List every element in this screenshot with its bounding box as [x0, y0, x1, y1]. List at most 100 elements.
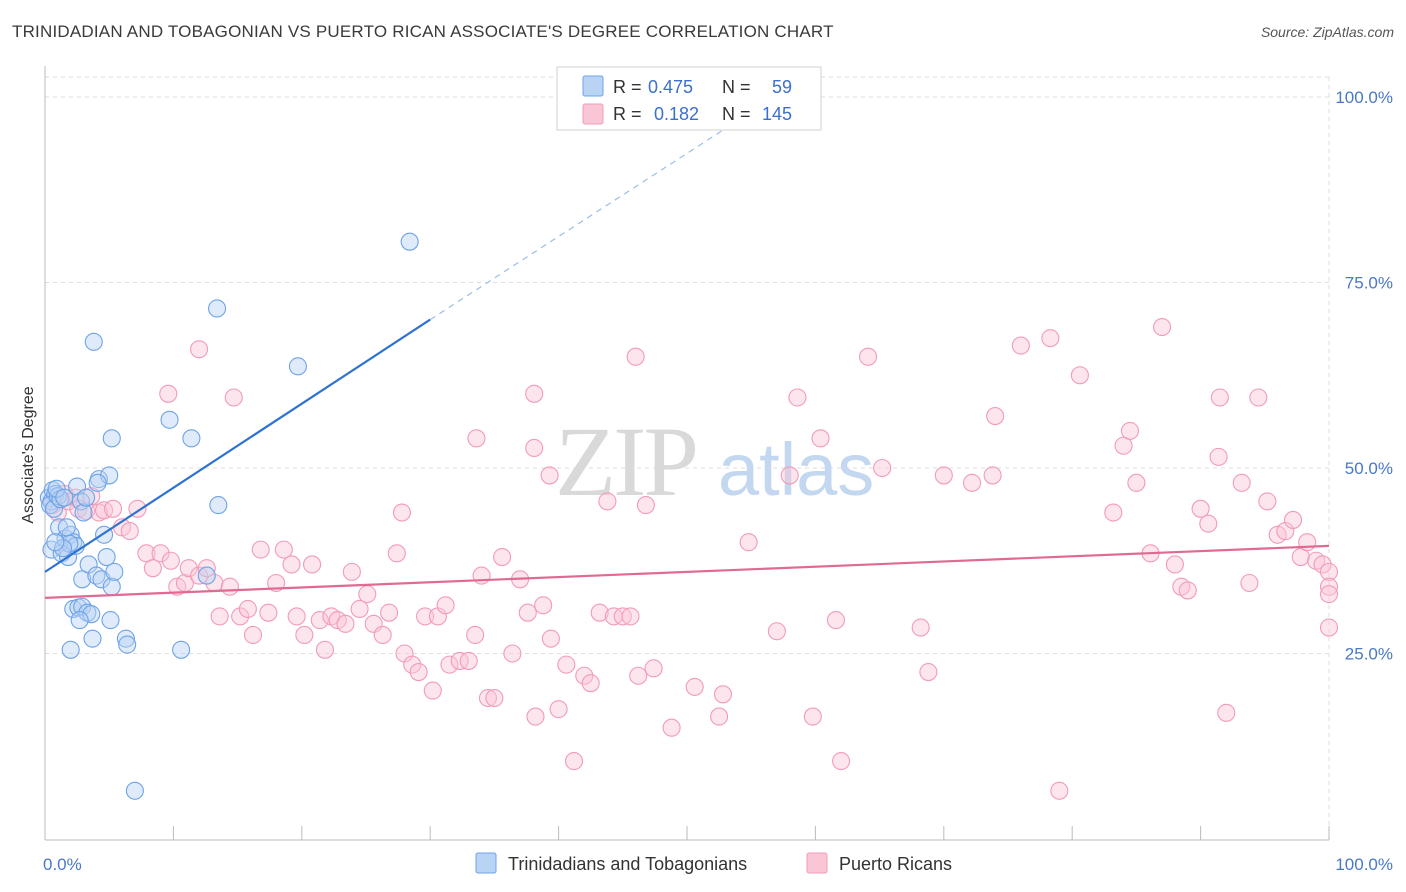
- point-trinidadians: [97, 547, 116, 567]
- source-label: Source: ZipAtlas.com: [1260, 24, 1394, 40]
- point-puerto-ricans: [1104, 503, 1123, 522]
- point-puerto-ricans: [662, 718, 681, 737]
- point-puerto-ricans: [590, 603, 609, 622]
- point-puerto-ricans: [392, 503, 412, 522]
- point-puerto-ricans: [739, 533, 758, 552]
- y-tick-label: 75.0%: [1345, 274, 1393, 293]
- point-puerto-ricans: [858, 347, 878, 366]
- point-puerto-ricans: [983, 466, 1002, 485]
- trend-line-trinidadians: [44, 318, 431, 573]
- point-puerto-ricans: [526, 707, 545, 726]
- point-puerto-ricans: [210, 607, 229, 626]
- point-puerto-ricans: [503, 644, 522, 663]
- point-trinidadians: [101, 611, 120, 630]
- point-puerto-ricans: [919, 662, 938, 682]
- point-puerto-ricans: [613, 607, 632, 626]
- point-puerto-ricans: [380, 603, 399, 622]
- point-puerto-ricans: [373, 625, 392, 645]
- legend-swatch-pink: [582, 103, 604, 125]
- point-puerto-ricans: [295, 625, 314, 645]
- point-puerto-ricans: [243, 625, 263, 645]
- legend-n-label-2: N =: [722, 104, 751, 124]
- trend-line-trinidadians-extension: [429, 111, 752, 321]
- point-trinidadians: [208, 299, 227, 318]
- trend-lines: [44, 111, 1330, 599]
- point-puerto-ricans: [629, 666, 648, 685]
- point-trinidadians: [105, 562, 124, 581]
- point-puerto-ricans: [423, 681, 442, 700]
- point-puerto-ricans: [478, 688, 498, 708]
- legend-n-value-1: 59: [772, 77, 792, 97]
- series-legend: Trinidadians and Tobagonians Puerto Rica…: [475, 852, 952, 874]
- point-puerto-ricans: [190, 340, 209, 359]
- point-puerto-ricans: [342, 562, 361, 581]
- point-puerto-ricans: [231, 607, 250, 626]
- point-trinidadians: [61, 640, 80, 659]
- y-tick-label: 25.0%: [1345, 645, 1393, 664]
- point-puerto-ricans: [986, 407, 1005, 426]
- legend-r-value-2: 0.182: [654, 104, 699, 124]
- point-trinidadians: [125, 781, 144, 800]
- point-trinidadians: [172, 640, 191, 659]
- point-puerto-ricans: [621, 607, 640, 626]
- point-puerto-ricans: [626, 347, 645, 366]
- point-puerto-ricans: [310, 611, 329, 630]
- x-tick-label-min: 0.0%: [43, 855, 82, 874]
- point-puerto-ricans: [259, 603, 278, 622]
- point-puerto-ricans: [409, 662, 428, 682]
- point-puerto-ricans: [436, 596, 455, 615]
- point-puerto-ricans: [440, 655, 459, 674]
- point-puerto-ricans: [713, 685, 733, 704]
- point-trinidadians: [118, 635, 137, 654]
- point-puerto-ricans: [467, 429, 486, 448]
- trend-line-puerto-ricans: [44, 544, 1330, 599]
- point-puerto-ricans: [911, 618, 930, 637]
- point-puerto-ricans: [1258, 492, 1277, 511]
- point-puerto-ricans: [151, 544, 170, 563]
- point-puerto-ricans: [197, 559, 216, 578]
- correlation-legend: R = 0.475 N = 59 R = 0.182 N = 145: [556, 66, 822, 131]
- point-puerto-ricans: [832, 752, 851, 771]
- point-trinidadians: [77, 488, 96, 507]
- point-trinidadians: [83, 629, 102, 648]
- point-puerto-ricans: [549, 700, 568, 719]
- point-puerto-ricans: [251, 540, 270, 559]
- series-trinidadians: [39, 232, 419, 800]
- point-puerto-ricans: [220, 577, 239, 596]
- point-trinidadians: [160, 410, 179, 429]
- point-trinidadians: [182, 429, 201, 448]
- point-puerto-ricans: [1240, 573, 1259, 593]
- point-puerto-ricans: [873, 458, 892, 478]
- point-puerto-ricans: [1178, 581, 1197, 600]
- point-puerto-ricans: [581, 674, 600, 693]
- legend-r-label-1: R =: [613, 77, 642, 97]
- point-puerto-ricans: [224, 388, 243, 407]
- point-puerto-ricans: [1319, 577, 1339, 596]
- point-puerto-ricans: [826, 611, 845, 630]
- point-puerto-ricans: [934, 466, 953, 485]
- point-trinidadians: [73, 597, 92, 616]
- point-trinidadians: [197, 566, 216, 585]
- point-puerto-ricans: [315, 640, 334, 659]
- point-puerto-ricans: [1120, 421, 1140, 440]
- legend-label-puerto-ricans: Puerto Ricans: [839, 854, 952, 874]
- point-puerto-ricans: [1283, 510, 1303, 529]
- point-trinidadians: [70, 611, 89, 630]
- point-puerto-ricans: [1249, 388, 1268, 407]
- point-puerto-ricans: [1209, 447, 1228, 466]
- point-puerto-ricans: [598, 492, 617, 511]
- point-puerto-ricans: [1199, 514, 1218, 533]
- series-puerto-ricans: [43, 317, 1339, 800]
- point-puerto-ricans: [1070, 366, 1089, 385]
- point-puerto-ricans: [387, 544, 406, 563]
- y-tick-label: 100.0%: [1335, 88, 1393, 107]
- point-puerto-ricans: [575, 666, 594, 685]
- point-puerto-ricans: [518, 603, 537, 622]
- legend-swatch-blue: [582, 75, 604, 97]
- point-puerto-ricans: [358, 585, 377, 604]
- legend-n-value-2: 145: [762, 104, 792, 124]
- point-puerto-ricans: [788, 388, 807, 407]
- x-tick-labels: 0.0% 100.0%: [43, 855, 1393, 874]
- point-puerto-ricans: [1319, 585, 1339, 604]
